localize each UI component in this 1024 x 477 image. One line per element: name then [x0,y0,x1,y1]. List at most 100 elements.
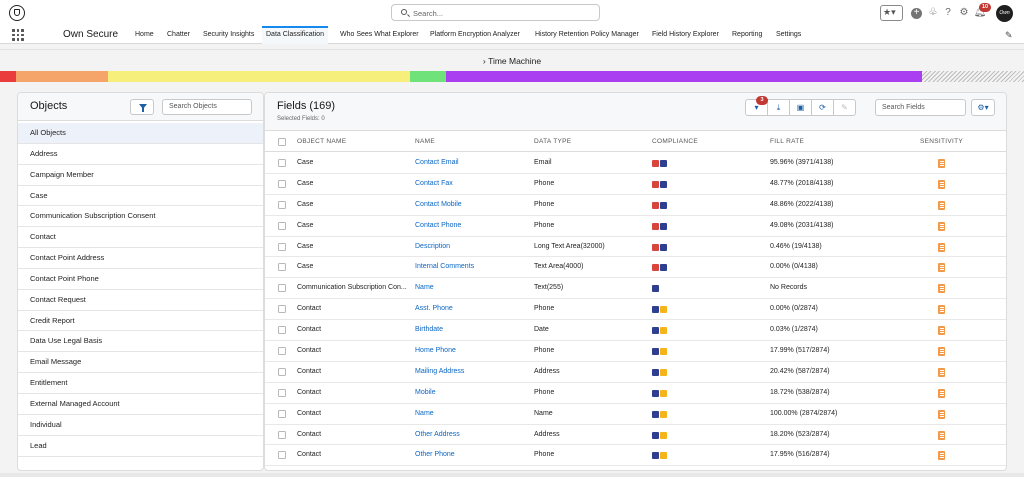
object-list-item[interactable]: Contact [18,227,263,249]
object-list-item[interactable]: External Managed Account [18,394,263,415]
row-checkbox[interactable] [278,367,286,376]
edit-nav-pencil-icon[interactable]: ✎ [1005,30,1013,40]
row-checkbox[interactable] [278,326,286,335]
row-checkbox[interactable] [278,263,286,272]
sensitivity-document-icon[interactable] [938,367,945,377]
own-logo-icon[interactable] [9,5,25,21]
sensitivity-document-icon[interactable] [938,388,945,398]
row-checkbox[interactable] [278,409,286,418]
table-row[interactable]: Contact Other Phone Phone 17.95% (516/2874) [265,445,1006,467]
col-name[interactable]: NAME [415,138,435,145]
sensitivity-document-icon[interactable] [938,284,945,294]
edit-pencil-icon[interactable]: ✎ [833,99,856,116]
tab-data-classification[interactable]: Data Classification [262,26,328,44]
table-row[interactable]: Case Contact Mobile Phone 48.86% (2022/4138… [265,195,1006,216]
row-checkbox[interactable] [278,200,286,209]
field-name-link[interactable]: Other Address [415,430,460,438]
field-name-link[interactable]: Contact Mobile [415,200,462,208]
setup-gear-icon[interactable]: ⚙ [959,7,969,18]
user-avatar[interactable]: Own [996,5,1013,22]
row-checkbox[interactable] [278,305,286,314]
sensitivity-document-icon[interactable] [938,159,945,168]
object-list-item[interactable]: Communication Subscription Consent [18,206,263,228]
sensitivity-document-icon[interactable] [938,200,945,210]
global-add-icon[interactable]: + [911,8,922,19]
field-name-link[interactable]: Birthdate [415,326,444,334]
object-list-item[interactable]: All Objects [18,123,263,144]
table-row[interactable]: Case Contact Phone Phone 49.08% (2031/4138) [265,216,1006,237]
tab-history-retention-policy-manager[interactable]: History Retention Policy Manager [535,31,639,38]
row-checkbox[interactable] [278,388,286,397]
tab-chatter[interactable]: Chatter [167,31,190,38]
col-data-type[interactable]: DATA TYPE [534,138,572,145]
time-machine-toggle[interactable]: › Time Machine [0,49,1024,71]
sensitivity-document-icon[interactable] [938,263,945,273]
tab-platform-encryption-analyzer[interactable]: Platform Encryption Analyzer [430,31,520,38]
object-list-item[interactable]: Address [18,144,263,165]
help-icon[interactable]: ? [945,7,951,18]
sensitivity-document-icon[interactable] [938,347,945,357]
object-list-item[interactable]: Contact Point Phone [18,269,263,290]
refresh-icon[interactable]: ⟳ [811,99,834,116]
table-row[interactable]: Contact Name Name 100.00% (2874/2874) [265,404,1006,425]
table-row[interactable]: Case Contact Fax Phone 48.77% (2018/4138) [265,174,1006,195]
row-checkbox[interactable] [278,430,286,439]
sensitivity-document-icon[interactable] [938,305,945,315]
tab-who-sees-what-explorer[interactable]: Who Sees What Explorer [340,31,419,38]
field-name-link[interactable]: Mailing Address [415,367,465,375]
sensitivity-document-icon[interactable] [938,451,945,461]
tab-field-history-explorer[interactable]: Field History Explorer [652,31,719,38]
sensitivity-document-icon[interactable] [938,242,945,252]
object-list-item[interactable]: Contact Point Address [18,248,263,269]
tab-security-insights[interactable]: Security Insights [203,31,255,38]
row-checkbox[interactable] [278,451,286,460]
classify-bucket-icon[interactable]: ▣ [789,99,812,116]
notifications-bell-icon[interactable]: 🔔︎ [973,7,987,18]
row-checkbox[interactable] [278,221,286,230]
field-name-link[interactable]: Name [415,284,434,292]
sensitivity-document-icon[interactable] [938,430,945,440]
col-fill-rate[interactable]: FILL RATE [770,138,805,145]
col-sensitivity[interactable]: SENSITIVITY [920,138,964,145]
row-checkbox[interactable] [278,159,286,167]
table-row[interactable]: Case Description Long Text Area(32000) 0.46… [265,237,1006,258]
sensitivity-document-icon[interactable] [938,326,945,336]
fields-search-input[interactable]: Search Fields [875,99,966,116]
trailhead-icon[interactable]: ♧ [928,7,938,18]
row-checkbox[interactable] [278,179,286,188]
object-list-item[interactable]: Individual [18,415,263,436]
object-list-item[interactable]: Data Use Legal Basis [18,331,263,353]
object-list-item[interactable]: Campaign Member [18,165,263,186]
field-name-link[interactable]: Contact Phone [415,221,462,229]
table-row[interactable]: Contact Birthdate Date 0.03% (1/2874) [265,320,1006,342]
app-launcher-waffle-icon[interactable] [12,29,24,41]
col-compliance[interactable]: COMPLIANCE [652,138,698,145]
objects-search-input[interactable]: Search Objects [162,99,252,115]
table-row[interactable]: Contact Mobile Phone 18.72% (538/2874) [265,383,1006,404]
select-all-checkbox[interactable] [278,138,286,146]
table-row[interactable]: Case Contact Email Email 95.96% (3971/4138) [265,153,1006,174]
column-settings-gear-icon[interactable]: ⚙▾ [971,99,995,116]
object-list-item[interactable]: Lead [18,436,263,457]
row-checkbox[interactable] [278,347,286,356]
sensitivity-document-icon[interactable] [938,409,945,419]
tab-settings[interactable]: Settings [776,31,802,38]
row-checkbox[interactable] [278,242,286,251]
table-row[interactable]: Contact Asst. Phone Phone 0.00% (0/2874) [265,299,1006,321]
table-row[interactable]: Case Internal Comments Text Area(4000) 0.00… [265,257,1006,279]
field-name-link[interactable]: Home Phone [415,347,456,355]
field-name-link[interactable]: Other Phone [415,451,455,459]
sensitivity-document-icon[interactable] [938,221,945,231]
col-object-name[interactable]: OBJECT NAME [297,138,347,145]
field-name-link[interactable]: Asst. Phone [415,305,453,313]
table-row[interactable]: Contact Home Phone Phone 17.99% (517/2874) [265,341,1006,362]
field-name-link[interactable]: Contact Fax [415,179,453,187]
field-name-link[interactable]: Name [415,409,434,417]
field-name-link[interactable]: Internal Comments [415,263,475,271]
download-icon[interactable]: ⤓ [767,99,790,116]
objects-filter-button[interactable] [130,99,154,115]
sensitivity-document-icon[interactable] [938,179,945,189]
tab-reporting[interactable]: Reporting [732,31,763,38]
table-row[interactable]: Contact Other Address Address 18.20% (523/2… [265,425,1006,446]
object-list-item[interactable]: Case [18,186,263,207]
